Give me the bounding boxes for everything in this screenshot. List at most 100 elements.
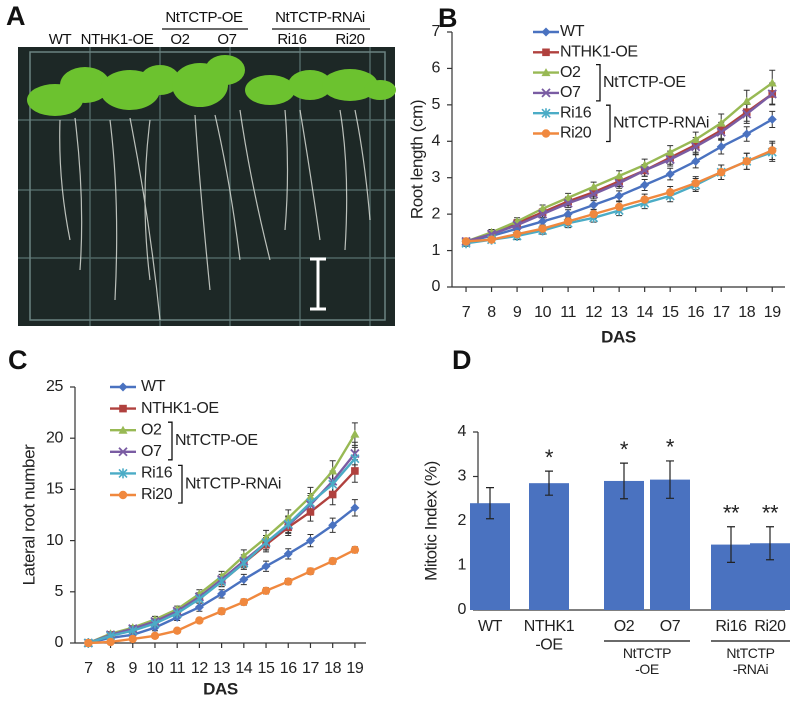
x-tick-label: 10 — [146, 660, 163, 677]
marker — [563, 193, 573, 202]
legend-label: Ri20 — [141, 486, 173, 503]
marker — [261, 586, 271, 595]
panel-label: B — [438, 3, 457, 33]
marker — [118, 425, 128, 434]
error-bar — [545, 470, 553, 496]
photo-group-label: NtTCTP-RNAi — [275, 9, 365, 26]
y-tick-label: 10 — [46, 532, 63, 549]
marker — [665, 147, 675, 156]
marker — [172, 626, 182, 635]
marker — [118, 490, 128, 500]
marker — [328, 556, 337, 566]
x-tick-label: 14 — [235, 660, 252, 677]
legend-label: O2 — [141, 421, 162, 438]
y-tick-label: 0 — [432, 278, 441, 295]
marker — [563, 209, 573, 219]
marker — [640, 195, 649, 204]
marker — [283, 549, 293, 559]
marker — [541, 108, 551, 119]
marker — [542, 48, 550, 57]
marker — [563, 198, 573, 208]
marker — [742, 157, 751, 166]
legend-label: Ri20 — [560, 125, 592, 142]
x-tick-label: 9 — [129, 660, 138, 677]
marker — [512, 229, 522, 239]
legend-label: WT — [141, 378, 166, 395]
legend-bracket — [606, 104, 611, 143]
panel-label: A — [6, 1, 25, 31]
x-tick-label: 16 — [687, 304, 704, 321]
marker — [217, 589, 227, 599]
legend-group-label: NtTCTP-RNAi — [613, 115, 709, 132]
y-tick-label: 3 — [458, 468, 467, 485]
marker — [350, 545, 360, 555]
series-line — [465, 82, 773, 243]
marker — [665, 154, 675, 165]
x-tick-label: 8 — [487, 304, 496, 321]
photo-label: O7 — [217, 31, 236, 48]
x-tick-label: 12 — [191, 660, 208, 677]
marker — [717, 126, 726, 135]
marker — [716, 142, 726, 152]
marker — [541, 88, 551, 98]
photo-panel: A WT NTHK1-OE O2 O7 Ri16 Ri20 NtTCTP-OE … — [6, 1, 396, 326]
x-tick-label: 16 — [280, 660, 297, 677]
marker — [328, 520, 338, 530]
legend-label: NTHK1-OE — [141, 400, 219, 417]
photo-label: Ri20 — [335, 31, 364, 48]
legend-label: WT — [560, 23, 585, 40]
x-tick-label: O2 — [614, 618, 635, 635]
marker — [118, 468, 128, 479]
x-tick-label: 17 — [713, 304, 730, 321]
significance-label: * — [666, 435, 675, 460]
marker — [666, 153, 674, 162]
marker — [118, 447, 128, 457]
legend-label: O7 — [560, 84, 581, 101]
marker — [350, 503, 360, 513]
marker — [537, 209, 548, 219]
marker — [283, 513, 293, 522]
y-tick-label: 7 — [432, 23, 441, 40]
marker — [538, 208, 547, 217]
marker — [150, 618, 160, 629]
photo-group-label: NtTCTP-OE — [165, 9, 243, 26]
x-tick-label: WT — [478, 618, 503, 635]
marker — [563, 217, 573, 226]
legend-label: Ri16 — [560, 104, 592, 121]
series-line — [87, 470, 356, 645]
x-tick-label: 18 — [738, 304, 755, 321]
marker — [538, 216, 548, 226]
marker — [717, 168, 726, 177]
marker — [742, 108, 751, 116]
photo-label: O2 — [170, 31, 189, 48]
marker — [261, 537, 271, 548]
y-tick-label: 25 — [46, 378, 63, 395]
marker — [640, 160, 650, 169]
marker — [217, 576, 227, 587]
significance-label: ** — [762, 501, 779, 526]
y-tick-label: 0 — [55, 634, 64, 651]
y-tick-label: 6 — [432, 60, 441, 77]
y-tick-label: 4 — [458, 423, 467, 440]
marker — [461, 237, 471, 246]
legend-group-label: NtTCTP-RNAi — [185, 475, 281, 492]
legend-label: O2 — [560, 64, 581, 81]
marker — [716, 127, 726, 137]
photo-label: NTHK1-OE — [81, 31, 154, 48]
group-label: NtTCTP -OE — [623, 645, 671, 677]
x-tick-label: 11 — [169, 660, 185, 677]
y-tick-label: 1 — [458, 557, 467, 574]
marker — [305, 492, 315, 501]
x-tick-label: 18 — [324, 660, 341, 677]
y-axis-title: Mitotic Index (%) — [421, 461, 440, 581]
marker — [541, 27, 551, 37]
y-tick-label: 5 — [55, 583, 64, 600]
x-tick-label: 7 — [462, 304, 471, 321]
legend-bracket — [178, 464, 183, 504]
marker — [640, 165, 650, 176]
marker — [239, 575, 249, 585]
marker — [614, 178, 624, 188]
chart-panel: D Mitotic Index (%) 0 1 2 3 4 WT * NTHK1 -OE * O2 * O7… — [421, 345, 790, 677]
x-tick-label: 11 — [560, 304, 576, 321]
y-tick-label: 4 — [432, 133, 441, 150]
